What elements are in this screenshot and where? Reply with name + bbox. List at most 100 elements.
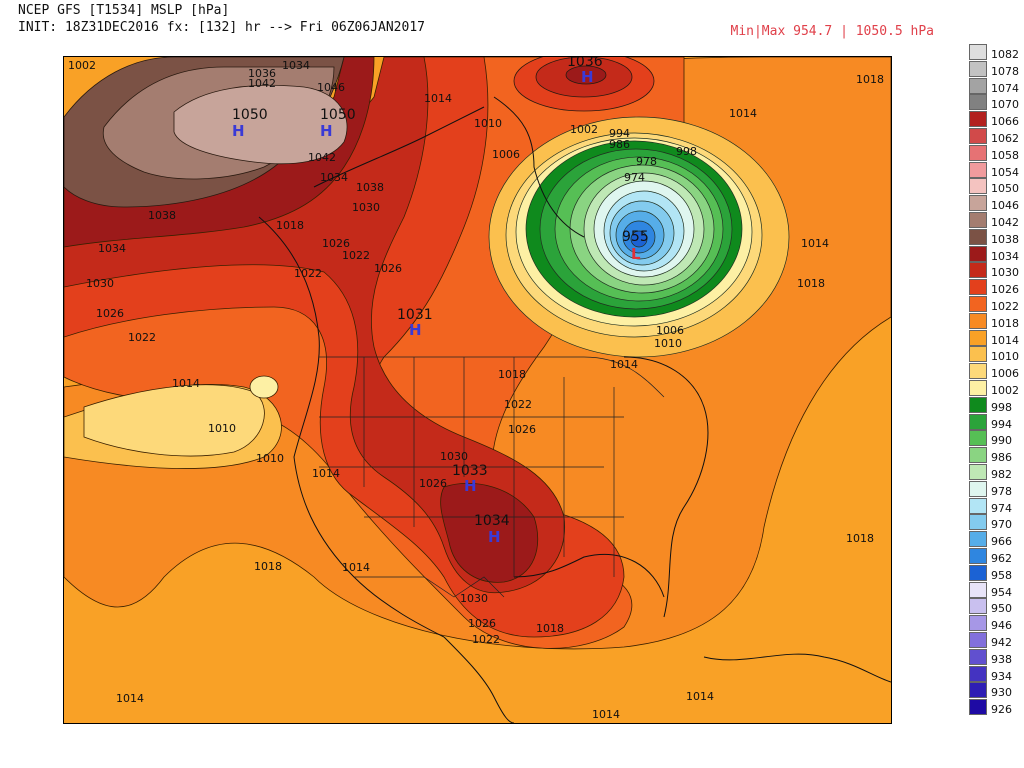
borders [319,356,665,598]
legend-entry: 1082 [969,44,1024,61]
svg-text:1018: 1018 [846,532,874,545]
map-canvas: 1002 1018 1014 1014 1046 1042 1036 1034 … [64,57,891,723]
svg-text:1022: 1022 [128,331,156,344]
legend-swatch [969,228,987,245]
svg-text:1022: 1022 [342,249,370,262]
legend-entry: 994 [969,413,1024,430]
legend-entry: 1042 [969,212,1024,229]
legend-swatch [969,396,987,413]
pressure-center-high-greenland: 1036 H [567,57,603,86]
svg-text:H: H [409,321,422,339]
pressure-center-high-rockies: 1031 H [397,307,433,339]
legend-entry: 1014 [969,329,1024,346]
svg-text:1014: 1014 [342,561,370,574]
legend-label: 986 [991,451,1012,465]
svg-text:1018: 1018 [498,368,526,381]
mslp-map: 1002 1018 1014 1014 1046 1042 1036 1034 … [63,56,892,724]
coastlines [258,96,891,723]
init-forecast-time: INIT: 18Z31DEC2016 fx: [132] hr --> Fri … [18,20,425,35]
svg-text:994: 994 [609,127,630,140]
legend-swatch [969,648,987,665]
legend-label: 1002 [991,384,1019,397]
legend-label: 942 [991,636,1012,649]
legend-entry: 954 [969,581,1024,598]
legend-label: 1026 [991,283,1019,297]
legend-label: 1042 [991,216,1019,229]
legend-entry: 950 [969,598,1024,615]
svg-text:1038: 1038 [148,209,176,222]
legend-swatch [969,598,987,615]
legend-swatch [969,363,987,380]
legend-swatch [969,296,987,312]
legend-swatch [969,430,987,447]
svg-text:1014: 1014 [312,467,340,480]
svg-text:1030: 1030 [86,277,114,290]
legend-label: 1022 [991,300,1019,313]
legend-swatch [969,514,987,531]
pressure-center-low-hudson: 955 L [622,229,649,263]
legend-swatch [969,380,987,396]
svg-text:H: H [320,122,333,140]
legend-entry: 970 [969,514,1024,531]
svg-text:1034: 1034 [474,513,510,529]
pressure-color-legend: 1082 1078 1074 1070 1066 1062 1058 1054 1050 1046… [969,44,1024,719]
legend-swatch [969,480,987,497]
legend-entry: 962 [969,548,1024,565]
svg-text:1026: 1026 [468,617,496,630]
svg-text:986: 986 [609,138,630,151]
svg-text:1046: 1046 [317,81,345,94]
svg-text:1034: 1034 [320,171,348,184]
legend-swatch [969,44,987,60]
svg-text:1014: 1014 [801,237,829,250]
legend-label: 1082 [991,48,1019,61]
svg-text:1014: 1014 [424,92,452,105]
legend-entry: 998 [969,396,1024,413]
svg-text:1014: 1014 [610,358,638,371]
legend-entry: 1074 [969,77,1024,94]
svg-text:1006: 1006 [656,324,684,337]
svg-text:1026: 1026 [374,262,402,275]
svg-text:1034: 1034 [282,59,310,72]
legend-label: 990 [991,434,1012,448]
isobar-labels: 1002 1018 1014 1014 1046 1042 1036 1034 … [68,59,884,721]
legend-label: 962 [991,552,1012,565]
min-max-pressure: Min|Max 954.7 | 1050.5 hPa [730,24,935,39]
legend-label: 1046 [991,199,1019,213]
legend-swatch [969,632,987,648]
svg-text:H: H [581,68,594,86]
legend-entry: 1034 [969,245,1024,262]
legend-label: 1062 [991,132,1019,145]
svg-text:1002: 1002 [570,123,598,136]
legend-label: 1030 [991,266,1019,280]
svg-text:1031: 1031 [397,307,433,323]
svg-text:1010: 1010 [474,117,502,130]
pressure-center-high-yukon: 1050 H [320,107,356,140]
legend-swatch [969,447,987,464]
legend-label: 1066 [991,115,1019,129]
legend-swatch [969,94,987,111]
svg-text:1036: 1036 [567,57,603,70]
legend-swatch [969,464,987,480]
svg-text:955: 955 [622,229,649,245]
legend-entry: 930 [969,682,1024,699]
legend-entry: 1058 [969,144,1024,161]
legend-swatch [969,615,987,632]
svg-text:1022: 1022 [294,267,322,280]
svg-text:1050: 1050 [232,107,268,123]
legend-entry: 942 [969,632,1024,649]
svg-text:1014: 1014 [172,377,200,390]
legend-swatch [969,413,987,430]
legend-entry: 934 [969,665,1024,682]
svg-text:H: H [488,528,501,546]
svg-text:1010: 1010 [256,452,284,465]
pressure-center-high-bering: 1050 H [232,107,268,140]
svg-text:1022: 1022 [504,398,532,411]
legend-swatch [969,60,987,77]
svg-text:1042: 1042 [308,151,336,164]
svg-text:1026: 1026 [508,423,536,436]
svg-text:974: 974 [624,171,645,184]
svg-text:1030: 1030 [440,450,468,463]
legend-entry: 1018 [969,312,1024,329]
svg-text:1038: 1038 [356,181,384,194]
legend-entry: 1022 [969,296,1024,313]
